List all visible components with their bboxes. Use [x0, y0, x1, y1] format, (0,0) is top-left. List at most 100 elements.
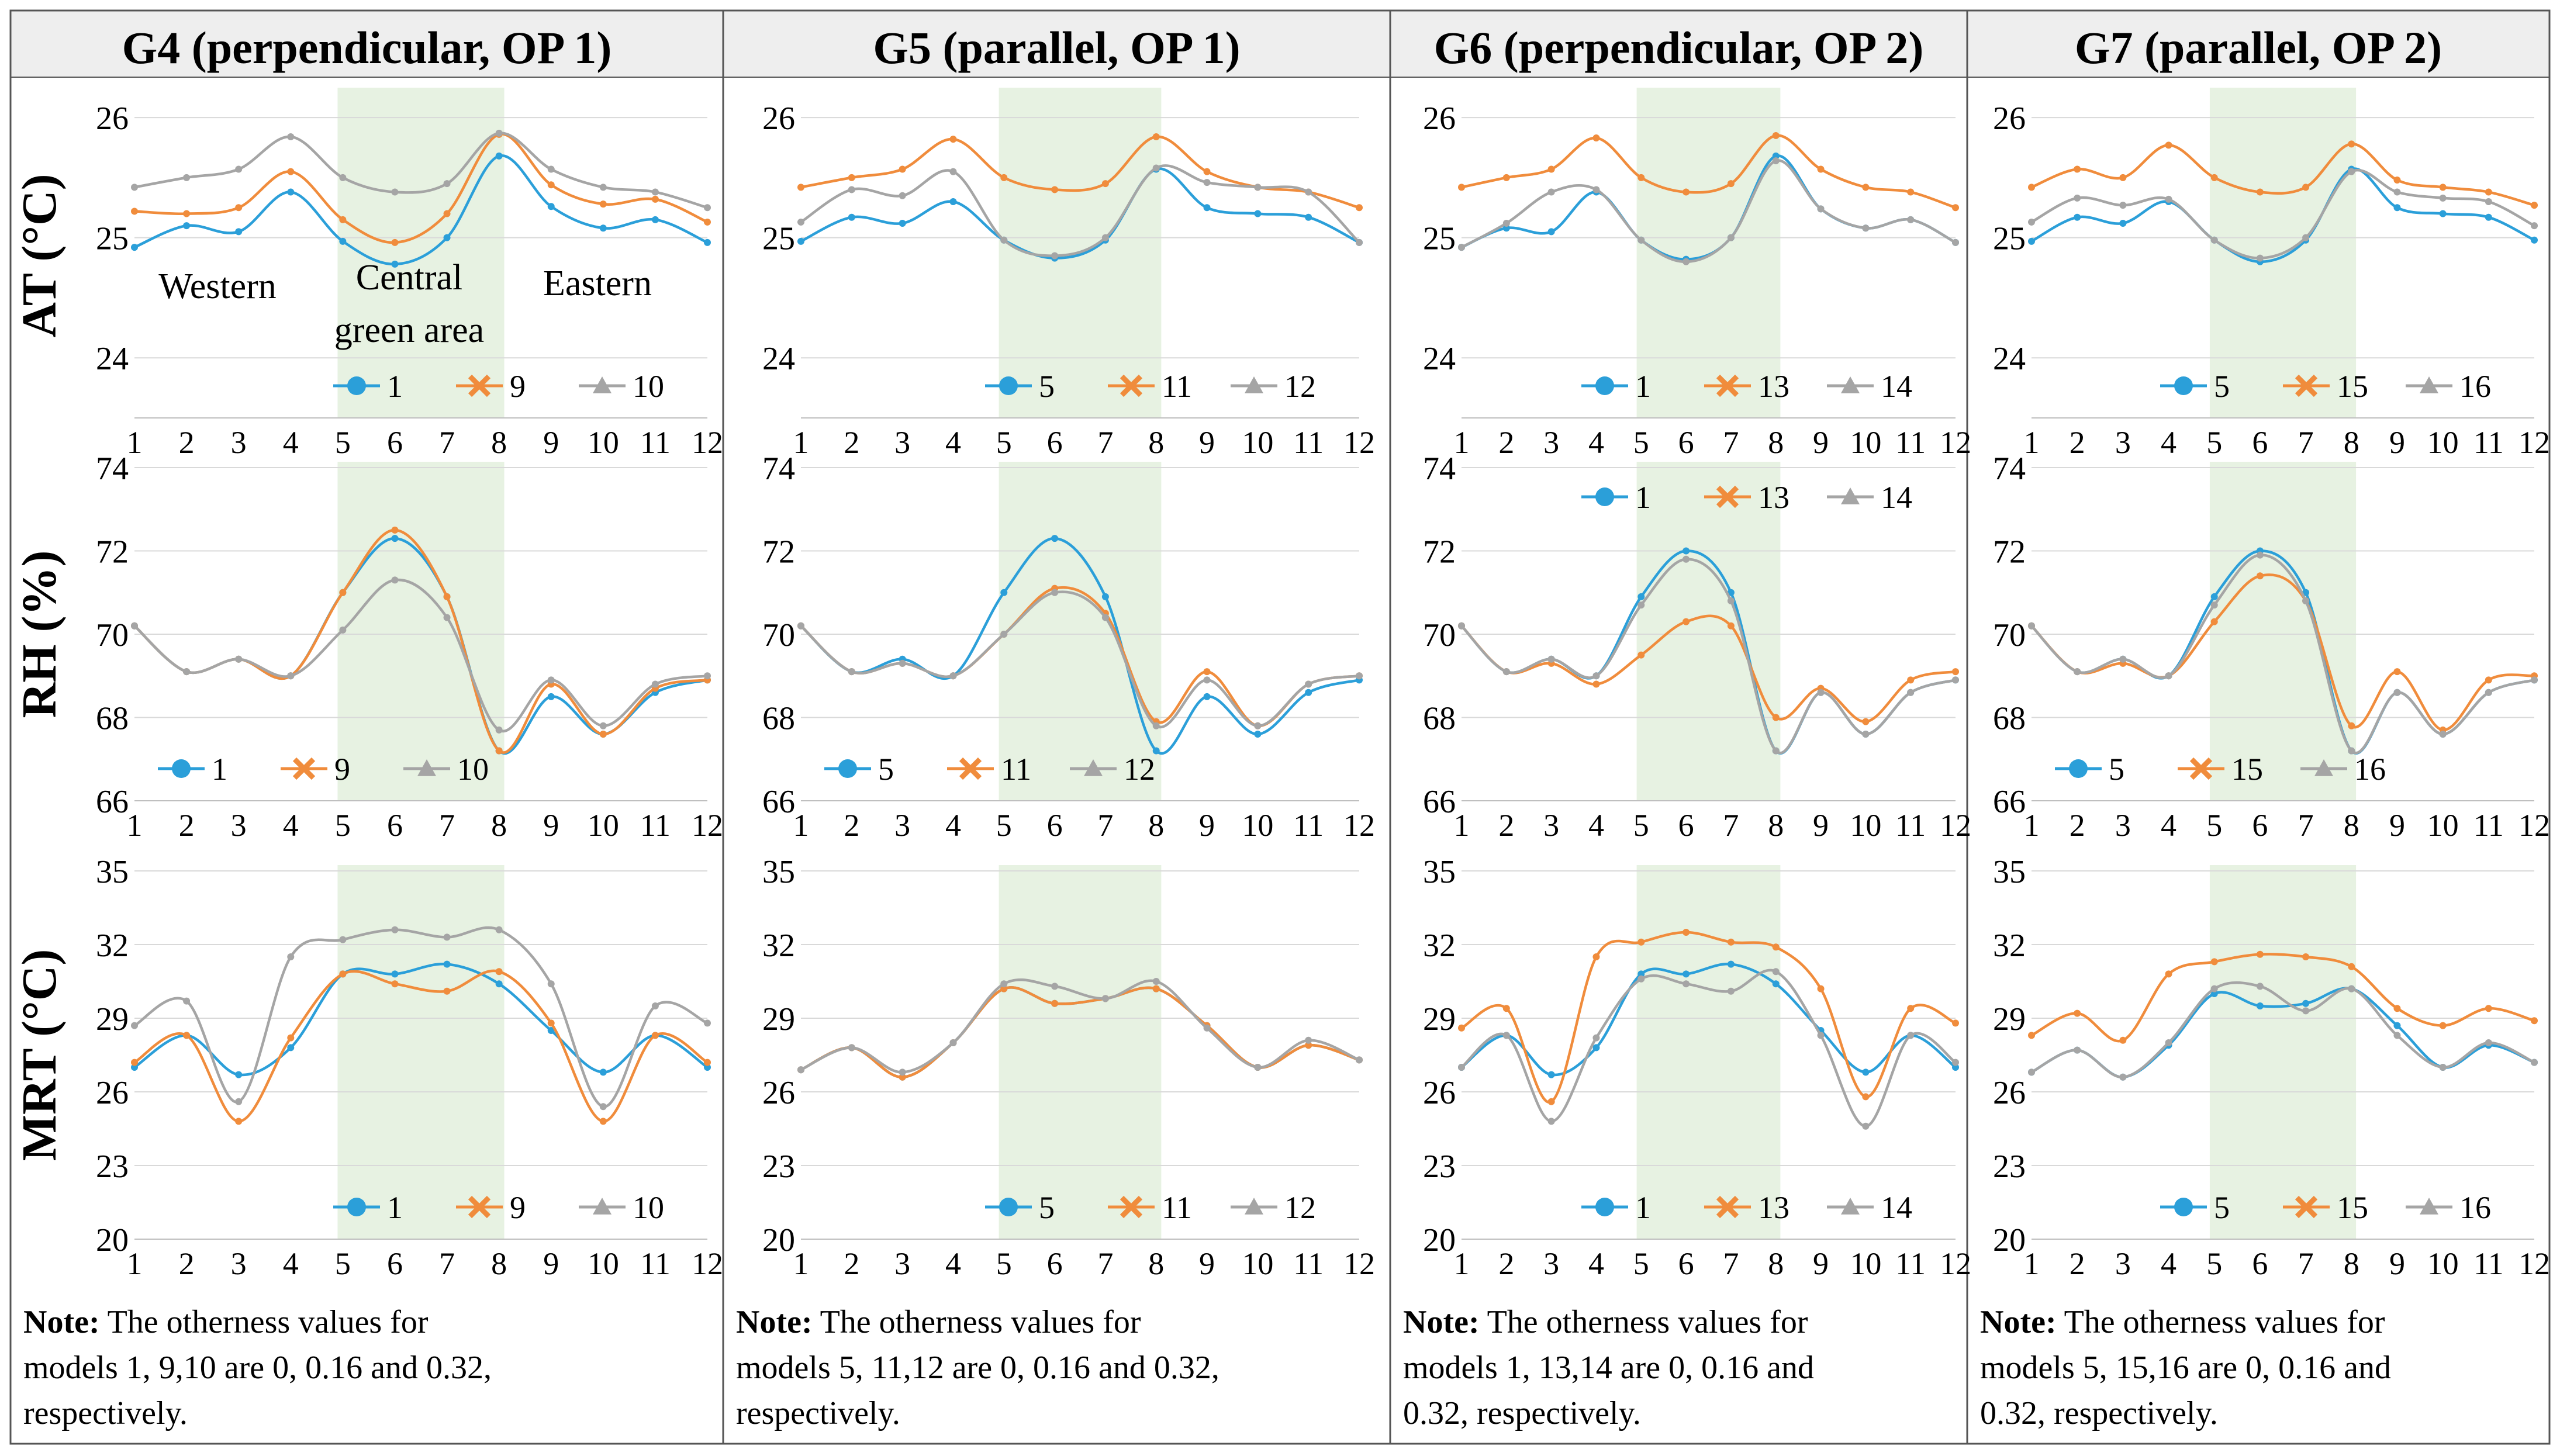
data-point-5	[2256, 1002, 2264, 1009]
x-tick-label: 7	[1723, 1246, 1739, 1281]
legend-marker-cross	[1716, 374, 1739, 397]
data-point-12	[899, 1068, 906, 1076]
data-point-16	[2439, 194, 2447, 202]
y-tick-label: 35	[96, 854, 129, 890]
x-tick-label: 9	[1199, 1246, 1215, 1281]
data-point-13	[1547, 1098, 1555, 1105]
data-point-13	[1952, 668, 1959, 676]
data-point-15	[2256, 950, 2264, 958]
legend-marker-circle	[999, 1198, 1018, 1216]
data-point-9	[651, 195, 659, 203]
data-point-9	[704, 218, 711, 226]
legend-label: 11	[1162, 369, 1192, 404]
data-point-1	[547, 203, 555, 210]
x-tick-label: 8	[1768, 808, 1784, 843]
data-point-10	[391, 188, 399, 196]
y-tick-label: 25	[96, 221, 129, 257]
x-tick-label: 2	[179, 808, 195, 843]
data-point-13	[1458, 184, 1465, 191]
note-text: Note: The otherness values for	[736, 1304, 1141, 1340]
x-tick-label: 3	[1543, 425, 1559, 460]
y-tick-label: 26	[96, 101, 129, 137]
data-point-13	[1952, 204, 1959, 212]
data-point-15	[2393, 668, 2401, 676]
data-point-15	[2028, 184, 2035, 191]
data-point-9	[599, 731, 607, 738]
y-tick-label: 35	[1423, 854, 1456, 890]
data-point-9	[339, 216, 347, 223]
data-point-9	[547, 181, 555, 189]
data-point-15	[2393, 177, 2401, 184]
x-tick-label: 7	[439, 1246, 455, 1281]
x-tick-label: 11	[640, 808, 671, 843]
x-tick-label: 6	[387, 808, 403, 843]
data-point-11	[1203, 168, 1211, 175]
data-point-11	[899, 1073, 906, 1081]
data-point-1	[1547, 1071, 1555, 1078]
data-point-11	[797, 184, 804, 191]
x-tick-label: 6	[387, 1246, 403, 1281]
data-point-15	[2531, 1017, 2538, 1025]
data-point-5	[1000, 589, 1008, 596]
y-tick-label: 74	[762, 451, 795, 487]
data-point-9	[131, 1059, 138, 1066]
data-point-13	[1683, 618, 1690, 625]
data-point-13	[1592, 134, 1600, 142]
data-point-12	[1203, 179, 1211, 186]
legend-marker-cross	[1120, 1195, 1143, 1219]
frame-layer	[9, 9, 2551, 1445]
x-tick-label: 2	[844, 425, 859, 460]
data-point-15	[2119, 1036, 2127, 1044]
y-tick-label: 74	[1423, 451, 1456, 487]
x-tick-label: 1	[793, 425, 809, 460]
data-point-10	[495, 926, 503, 933]
x-tick-label: 2	[179, 1246, 195, 1281]
note-text: Note: The otherness values for	[23, 1304, 429, 1340]
data-point-12	[1254, 184, 1262, 191]
data-point-10	[339, 174, 347, 181]
data-point-9	[443, 593, 451, 600]
x-tick-label: 10	[2427, 1246, 2459, 1281]
x-tick-label: 7	[1097, 808, 1113, 843]
data-point-11	[1000, 985, 1008, 992]
y-tick-label: 68	[1993, 701, 2026, 737]
x-tick-label: 1	[1454, 1246, 1470, 1281]
note-line: 0.32, respectively.	[1980, 1395, 2218, 1431]
central-green-band	[2209, 865, 2357, 1239]
data-point-12	[848, 186, 855, 193]
x-tick-label: 12	[692, 1246, 723, 1281]
data-point-16	[2074, 194, 2081, 202]
data-point-12	[899, 659, 906, 667]
data-point-13	[1952, 1019, 1959, 1027]
data-point-15	[2348, 722, 2355, 729]
legend-marker-triangle	[1841, 1198, 1860, 1215]
note-line: models 5, 15,16 are 0, 0.16 and	[1980, 1350, 2391, 1386]
x-tick-label: 8	[491, 1246, 507, 1281]
data-point-12	[1101, 234, 1109, 241]
x-tick-label: 5	[1633, 1246, 1649, 1281]
data-point-15	[2165, 141, 2172, 149]
note-bold: Note:	[1980, 1304, 2057, 1340]
data-point-10	[183, 997, 191, 1005]
data-point-15	[2210, 958, 2218, 966]
data-point-9	[704, 1059, 711, 1066]
data-point-14	[1907, 1032, 1915, 1039]
x-tick-label: 8	[2344, 1246, 2359, 1281]
legend-marker-cross	[1716, 485, 1739, 509]
data-point-5	[2074, 213, 2081, 221]
data-point-5	[2393, 204, 2401, 212]
data-point-1	[1862, 1068, 1870, 1076]
x-tick-label: 9	[1813, 425, 1829, 460]
x-tick-label: 9	[543, 425, 559, 460]
legend-marker-triangle	[417, 759, 436, 776]
y-tick-label: 66	[1423, 784, 1456, 820]
data-point-1	[1637, 970, 1645, 978]
data-point-12	[797, 622, 804, 630]
data-point-1	[599, 224, 607, 232]
y-tick-label: 26	[762, 101, 795, 137]
data-point-5	[949, 198, 957, 205]
legend-label: 11	[1001, 752, 1031, 787]
y-tick-label: 23	[96, 1149, 129, 1185]
y-tick-label: 35	[762, 854, 795, 890]
